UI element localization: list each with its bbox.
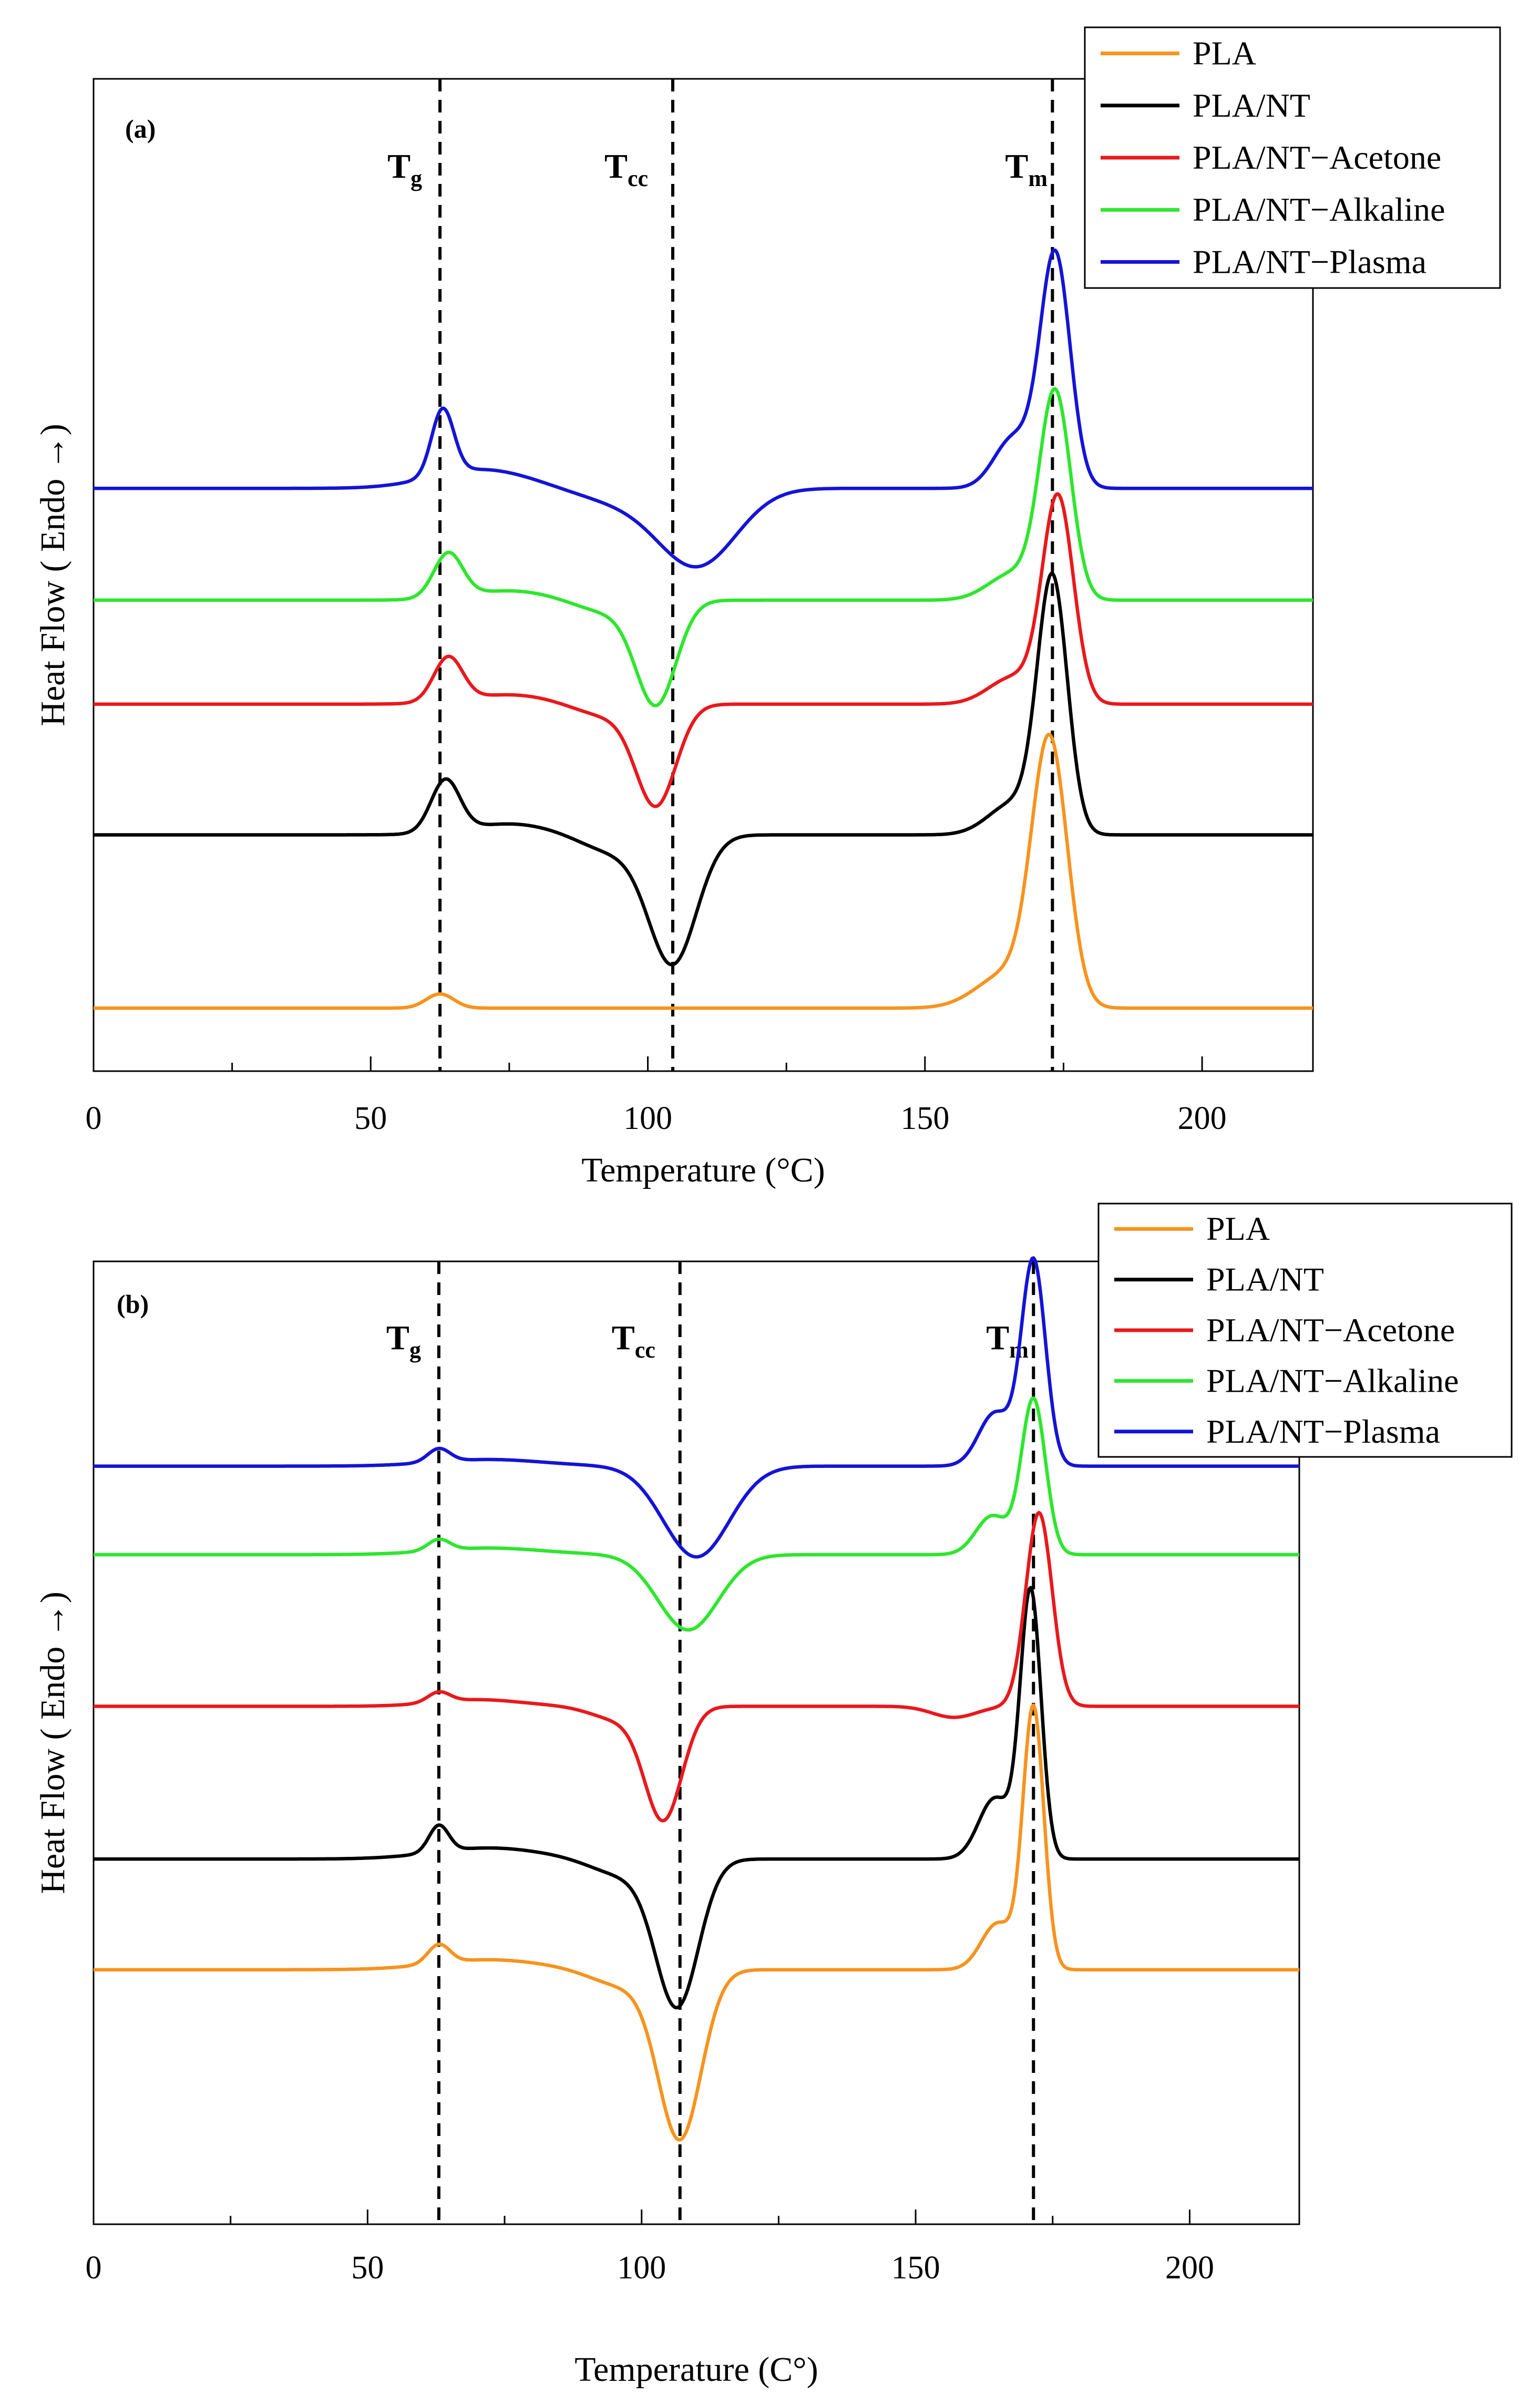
series-line-pla bbox=[93, 733, 1313, 1010]
legend-entry: PLA/NT−Alkaline bbox=[1206, 1362, 1459, 1399]
series-line-pla-nt-plasma bbox=[93, 248, 1313, 569]
reference-label-main: T bbox=[387, 147, 410, 186]
series-line-pla-nt bbox=[93, 1586, 1300, 2010]
reference-label-main: T bbox=[986, 1319, 1009, 1357]
reference-label-sub: g bbox=[410, 166, 422, 191]
x-tick-label: 0 bbox=[86, 2250, 102, 2286]
reference-label-sub: cc bbox=[635, 1337, 655, 1363]
legend-entry: PLA bbox=[1193, 35, 1256, 72]
x-tick-label: 200 bbox=[1165, 2250, 1214, 2286]
series-line-pla-nt-acetone bbox=[93, 492, 1313, 808]
x-axis-title: Temperature (C°) bbox=[574, 2350, 818, 2389]
x-tick-label: 150 bbox=[891, 2250, 940, 2286]
x-tick-label: 150 bbox=[900, 1101, 949, 1136]
series-line-pla-nt-plasma bbox=[93, 1256, 1300, 1559]
reference-label-main: T bbox=[604, 147, 628, 186]
legend: PLA PLA/NT PLA/NT−Acetone PLA/NT−Alkaline PL… bbox=[1097, 1203, 1513, 1458]
panel-a: 0 50 100 150 200 Temperature (°C) Heat Flow ( … bbox=[34, 26, 1501, 1189]
legend-entry: PLA/NT−Acetone bbox=[1206, 1311, 1455, 1349]
legend-entry: PLA/NT−Plasma bbox=[1193, 243, 1426, 280]
panel-b: 0 50 100 150 200 Temperature (C°) Heat Flow ( … bbox=[34, 1203, 1513, 2389]
reference-label: Tcc bbox=[612, 1319, 655, 1363]
x-tick-label: 100 bbox=[623, 1101, 672, 1136]
series-line-pla-nt-acetone bbox=[93, 1511, 1300, 1823]
plot-frame bbox=[93, 78, 1314, 1072]
legend-entry: PLA/NT bbox=[1193, 87, 1310, 124]
reference-label-sub: g bbox=[409, 1337, 421, 1363]
x-tick-label: 50 bbox=[351, 2250, 384, 2286]
reference-label: Tg bbox=[387, 147, 422, 191]
reference-label: Tcc bbox=[604, 147, 648, 191]
reference-label-sub: cc bbox=[628, 166, 648, 191]
reference-label: Tg bbox=[386, 1319, 421, 1363]
x-tick-label: 50 bbox=[354, 1101, 387, 1136]
x-tick-label: 200 bbox=[1178, 1101, 1227, 1136]
legend-entry: PLA/NT−Alkaline bbox=[1193, 191, 1445, 228]
legend-entry: PLA/NT bbox=[1206, 1261, 1324, 1298]
reference-label-main: T bbox=[386, 1319, 409, 1357]
legend-entry: PLA/NT−Acetone bbox=[1193, 139, 1441, 176]
series-line-pla bbox=[93, 1703, 1300, 2142]
x-tick-label: 100 bbox=[617, 2250, 666, 2286]
series-line-pla-nt bbox=[93, 571, 1313, 967]
y-axis-title: Heat Flow ( Endo →) bbox=[34, 1591, 72, 1894]
y-axis-title: Heat Flow ( Endo →) bbox=[34, 424, 72, 726]
reference-label-main: T bbox=[612, 1319, 635, 1357]
panel-label: (a) bbox=[125, 114, 156, 143]
legend: PLA PLA/NT PLA/NT−Acetone PLA/NT−Alkaline PL… bbox=[1084, 26, 1501, 289]
legend-entry: PLA bbox=[1206, 1210, 1270, 1247]
legend-entry: PLA/NT−Plasma bbox=[1206, 1413, 1440, 1450]
reference-label-sub: m bbox=[1028, 166, 1048, 191]
reference-label-main: T bbox=[1005, 147, 1028, 186]
x-tick-label: 0 bbox=[86, 1101, 102, 1136]
plot-frame bbox=[93, 1260, 1300, 2225]
series-line-pla-nt-alkaline bbox=[93, 1396, 1300, 1632]
panel-label: (b) bbox=[117, 1289, 149, 1319]
reference-label: Tm bbox=[1005, 147, 1048, 191]
x-axis-title: Temperature (°C) bbox=[581, 1151, 825, 1189]
series-line-pla-nt-alkaline bbox=[93, 387, 1313, 707]
